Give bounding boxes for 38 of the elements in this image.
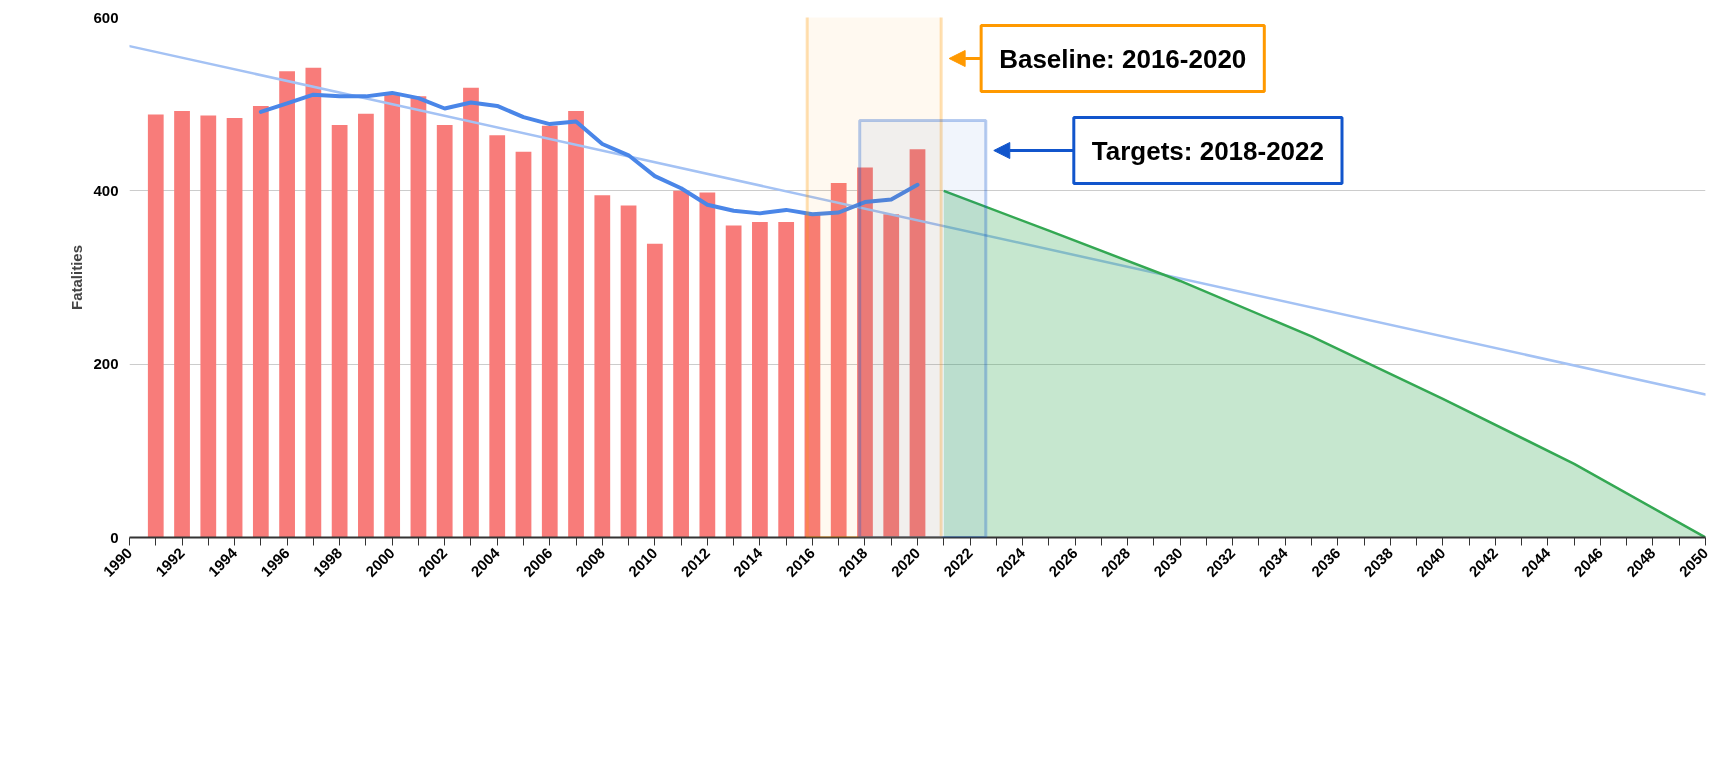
bar <box>541 125 558 538</box>
bar <box>778 222 795 538</box>
bar <box>883 214 900 538</box>
bar <box>594 195 611 538</box>
bar <box>673 190 689 538</box>
bar <box>279 71 295 538</box>
bar <box>358 113 374 538</box>
bar <box>830 183 847 538</box>
bar <box>410 96 427 538</box>
bar <box>147 114 164 538</box>
bar <box>331 124 348 538</box>
bar <box>305 67 322 538</box>
bar <box>804 215 821 538</box>
y-tick-label: 400 <box>93 181 119 199</box>
y-tick-label: 600 <box>93 8 119 26</box>
bar <box>226 118 243 538</box>
bar <box>725 225 742 538</box>
y-tick-label: 0 <box>110 528 119 546</box>
bar <box>515 151 532 538</box>
bar <box>252 105 269 538</box>
bar <box>646 243 663 538</box>
bar <box>568 111 584 538</box>
y-axis-title: Fatalities <box>68 244 86 311</box>
band-label: Targets: 2018-2022 <box>1091 135 1325 166</box>
band-label: Baseline: 2016-2020 <box>999 43 1247 74</box>
bar <box>174 111 190 538</box>
bar <box>857 167 873 538</box>
bar <box>384 93 401 538</box>
line-series <box>258 90 920 217</box>
bar <box>436 124 453 538</box>
bar <box>909 149 926 538</box>
bar <box>463 87 479 538</box>
bar <box>620 205 637 538</box>
bar <box>699 192 716 538</box>
bar <box>489 135 506 538</box>
bar <box>752 222 768 538</box>
y-tick-label: 200 <box>93 355 119 373</box>
bar <box>200 115 217 538</box>
